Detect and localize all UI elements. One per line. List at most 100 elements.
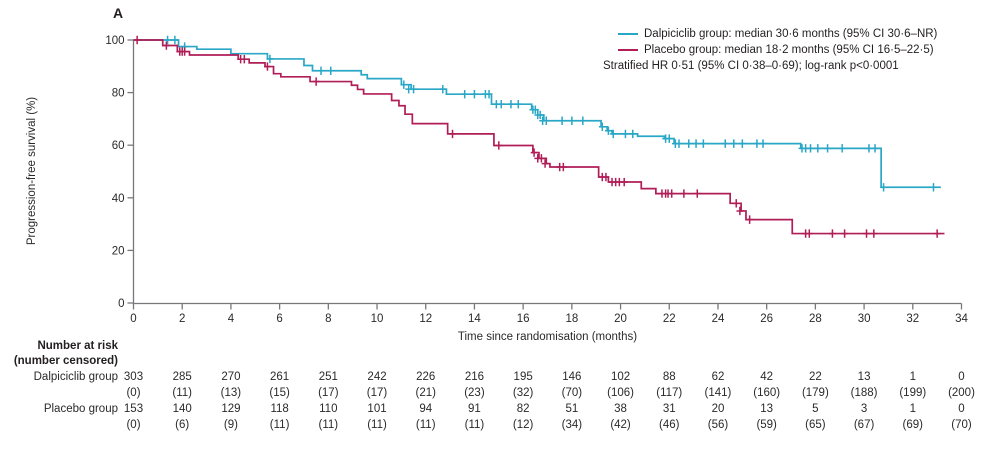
x-tick-label: 24 xyxy=(712,313,725,325)
risk-at-risk-cell: 13 xyxy=(760,403,774,415)
risk-censored-cell: (59) xyxy=(756,419,777,431)
dalpiciclib-line-swatch-icon xyxy=(618,33,638,35)
risk-censored-cell: (17) xyxy=(318,387,339,399)
risk-censored-cell: (15) xyxy=(269,387,290,399)
risk-at-risk-cell: 62 xyxy=(711,371,725,383)
risk-at-risk-cell: 51 xyxy=(565,403,579,415)
risk-table-header-line2: (number censored) xyxy=(13,355,118,367)
risk-censored-cell: (67) xyxy=(853,419,875,431)
risk-censored-cell: (17) xyxy=(366,387,388,399)
legend-item-label: Placebo group: median 18·2 months (95% C… xyxy=(644,44,934,56)
risk-censored-cell: (160) xyxy=(753,387,781,399)
risk-table-header-line1: Number at risk xyxy=(37,340,118,352)
risk-at-risk-cell: 110 xyxy=(319,403,338,415)
risk-row-label-placebo: Placebo group xyxy=(43,403,118,415)
risk-at-risk-cell: 42 xyxy=(760,371,774,383)
placebo-curve xyxy=(133,39,945,235)
risk-censored-cell: (199) xyxy=(899,387,927,399)
risk-censored-cell: (42) xyxy=(610,419,631,431)
risk-censored-cell: (9) xyxy=(223,419,238,431)
risk-censored-cell: (0) xyxy=(126,419,141,431)
risk-censored-cell: (141) xyxy=(704,387,732,399)
risk-at-risk-cell: 270 xyxy=(221,371,241,383)
dalpiciclib-curve xyxy=(133,39,941,189)
x-tick-label: 30 xyxy=(858,313,871,325)
y-tick-label: 60 xyxy=(112,140,125,152)
risk-censored-cell: (11) xyxy=(464,419,485,431)
x-tick-label: 12 xyxy=(419,313,432,325)
x-tick-label: 18 xyxy=(565,313,578,325)
risk-at-risk-cell: 140 xyxy=(172,403,192,415)
x-tick-label: 4 xyxy=(228,313,235,325)
risk-censored-cell: (70) xyxy=(951,419,972,431)
x-tick-label: 10 xyxy=(371,313,384,325)
risk-at-risk-cell: 195 xyxy=(513,371,533,383)
y-tick-label: 20 xyxy=(112,245,125,257)
risk-at-risk-cell: 303 xyxy=(123,371,144,383)
x-tick-label: 0 xyxy=(130,313,136,325)
risk-at-risk-cell: 285 xyxy=(172,371,192,383)
risk-at-risk-cell: 0 xyxy=(958,403,965,415)
risk-at-risk-cell: 38 xyxy=(614,403,627,415)
risk-at-risk-cell: 5 xyxy=(812,403,819,415)
risk-censored-cell: (106) xyxy=(607,387,634,399)
risk-censored-cell: (188) xyxy=(850,387,878,399)
x-tick-label: 6 xyxy=(276,313,282,325)
risk-censored-cell: (11) xyxy=(367,419,387,431)
risk-censored-cell: (34) xyxy=(561,419,583,431)
risk-censored-cell: (179) xyxy=(801,387,829,399)
risk-censored-cell: (11) xyxy=(415,419,436,431)
placebo-censor-marks xyxy=(133,35,941,238)
risk-at-risk-cell: 88 xyxy=(662,371,676,383)
x-tick-label: 8 xyxy=(325,313,331,325)
risk-censored-cell: (6) xyxy=(175,419,190,431)
risk-at-risk-cell: 118 xyxy=(270,403,289,415)
risk-at-risk-cell: 94 xyxy=(419,403,433,415)
risk-row-label-dalpiciclib: Dalpiciclib group xyxy=(33,371,118,383)
risk-at-risk-cell: 146 xyxy=(562,371,582,383)
legend-item-label: Dalpiciclib group: median 30·6 months (9… xyxy=(644,28,938,40)
risk-at-risk-cell: 1 xyxy=(909,371,916,383)
risk-at-risk-cell: 91 xyxy=(468,403,481,415)
risk-censored-cell: (46) xyxy=(659,419,680,431)
risk-censored-cell: (11) xyxy=(172,387,192,399)
risk-censored-cell: (12) xyxy=(512,419,534,431)
panel-label: A xyxy=(113,5,124,21)
risk-at-risk-cell: 0 xyxy=(958,371,965,383)
risk-at-risk-cell: 22 xyxy=(808,371,822,383)
risk-at-risk-cell: 3 xyxy=(860,403,868,415)
y-tick-label: 80 xyxy=(112,88,125,100)
risk-censored-cell: (23) xyxy=(464,387,485,399)
risk-at-risk-cell: 13 xyxy=(857,371,871,383)
x-axis-title: Time since randomisation (months) xyxy=(457,331,638,343)
risk-censored-cell: (70) xyxy=(561,387,583,399)
y-tick-label: 0 xyxy=(118,298,124,310)
x-tick-label: 16 xyxy=(517,313,530,325)
risk-censored-cell: (11) xyxy=(318,419,339,431)
y-tick-label: 100 xyxy=(105,35,124,47)
x-tick-label: 34 xyxy=(955,313,968,325)
risk-censored-cell: (32) xyxy=(512,387,534,399)
dalpiciclib-censor-marks xyxy=(164,35,937,192)
risk-at-risk-cell: 226 xyxy=(416,371,436,383)
risk-at-risk-cell: 129 xyxy=(221,403,241,415)
risk-at-risk-cell: 102 xyxy=(610,371,631,383)
x-tick-label: 26 xyxy=(760,313,773,325)
x-tick-label: 20 xyxy=(614,313,627,325)
risk-at-risk-cell: 82 xyxy=(516,403,530,415)
risk-at-risk-cell: 31 xyxy=(662,403,676,415)
y-tick-label: 40 xyxy=(112,193,125,205)
legend: Dalpiciclib group: median 30·6 months (9… xyxy=(603,26,981,74)
placebo-line-swatch-icon xyxy=(618,49,638,51)
risk-at-risk-cell: 153 xyxy=(123,403,144,415)
risk-censored-cell: (117) xyxy=(656,387,683,399)
risk-censored-cell: (21) xyxy=(415,387,436,399)
legend-item-dalpiciclib: Dalpiciclib group: median 30·6 months (9… xyxy=(603,26,981,42)
risk-at-risk-cell: 242 xyxy=(367,371,387,383)
risk-at-risk-cell: 216 xyxy=(464,371,485,383)
risk-censored-cell: (56) xyxy=(707,419,729,431)
x-tick-label: 14 xyxy=(468,313,481,325)
risk-at-risk-cell: 1 xyxy=(909,403,916,415)
